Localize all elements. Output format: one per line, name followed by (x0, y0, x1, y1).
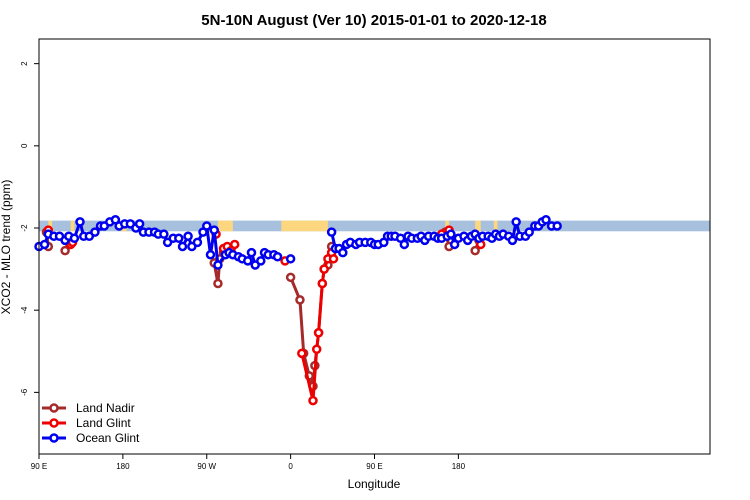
data-point-ocean-glint (213, 260, 223, 270)
x-axis-label: Longitude (348, 477, 401, 491)
y-axis-label: XCO2 - MLO trend (ppm) (0, 180, 13, 315)
data-point-ocean-glint (541, 215, 551, 225)
data-point-ocean-glint (511, 217, 521, 227)
y-tick-label: -2 (20, 224, 29, 232)
data-point-land-glint (319, 264, 329, 274)
legend-label-land-glint: Land Glint (76, 416, 131, 430)
legend-marker-ocean-glint (49, 433, 59, 443)
data-point-ocean-glint (183, 231, 193, 241)
ocean-band (39, 220, 710, 232)
x-tick-label: 180 (116, 462, 130, 471)
data-point-ocean-glint (202, 221, 212, 231)
data-point-ocean-glint (256, 256, 266, 266)
land-band-segment (475, 220, 481, 232)
data-point-ocean-glint (90, 227, 100, 237)
legend-marker-land-glint (49, 418, 59, 428)
y-tick-label: -6 (20, 388, 29, 396)
x-tick-label: 0 (288, 462, 293, 471)
data-point-ocean-glint (552, 221, 562, 231)
data-point-land-nadir (470, 245, 480, 256)
data-point-ocean-glint (338, 247, 348, 258)
data-point-ocean-glint (174, 233, 184, 244)
data-point-ocean-glint (75, 217, 85, 227)
data-point-ocean-glint (243, 256, 253, 266)
data-point-land-nadir (295, 295, 305, 305)
data-point-ocean-glint (524, 227, 534, 237)
data-point-ocean-glint (134, 219, 145, 229)
data-point-land-glint (308, 395, 318, 406)
legend-label-land-nadir: Land Nadir (76, 401, 135, 415)
data-point-ocean-glint (326, 227, 337, 237)
data-point-ocean-glint (39, 239, 50, 250)
data-point-ocean-glint (285, 254, 296, 264)
data-point-ocean-glint (69, 233, 80, 244)
land-band-segment (493, 220, 498, 232)
data-point-ocean-glint (246, 247, 257, 258)
legend-marker-land-nadir (49, 403, 59, 413)
y-axis: -6 -4 -2 0 2 (20, 61, 39, 396)
data-point-ocean-glint (446, 229, 456, 239)
data-point-ocean-glint (507, 235, 518, 246)
land-band-segment (281, 220, 328, 232)
data-point-land-glint (229, 239, 240, 250)
legend-label-ocean-glint: Ocean Glint (76, 431, 140, 445)
land-band-segment (70, 220, 75, 232)
y-tick-label: 0 (20, 143, 29, 148)
data-point-ocean-glint (205, 249, 216, 260)
y-tick-label: -4 (20, 306, 29, 314)
data-point-land-nadir (285, 272, 296, 283)
data-point-ocean-glint (192, 237, 203, 248)
data-point-land-glint (313, 328, 324, 338)
data-point-ocean-glint (159, 229, 169, 239)
x-axis: 90 E 180 90 W 0 90 E 180 (31, 454, 466, 471)
data-point-land-glint (297, 348, 307, 359)
data-point-land-nadir (60, 245, 70, 256)
x-tick-label: 90 W (197, 462, 216, 471)
data-point-ocean-glint (209, 225, 219, 235)
data-point-land-glint (328, 254, 339, 264)
data-point-ocean-glint (399, 239, 410, 250)
x-tick-label: 180 (452, 462, 466, 471)
land-band-segment (217, 220, 233, 232)
x-tick-label: 90 E (31, 462, 47, 471)
series-line-land-glint (300, 251, 335, 403)
data-point-ocean-glint (272, 252, 283, 262)
y-tick-label: 2 (20, 61, 29, 66)
data-series (34, 215, 562, 406)
data-point-land-nadir (213, 278, 223, 289)
data-point-ocean-glint (177, 241, 188, 252)
series-ocean-glint (34, 215, 562, 270)
data-point-land-glint (317, 278, 328, 289)
x-tick-label: 90 E (366, 462, 382, 471)
data-point-land-glint (311, 344, 322, 354)
chart-title: 5N-10N August (Ver 10) 2015-01-01 to 202… (201, 12, 546, 29)
